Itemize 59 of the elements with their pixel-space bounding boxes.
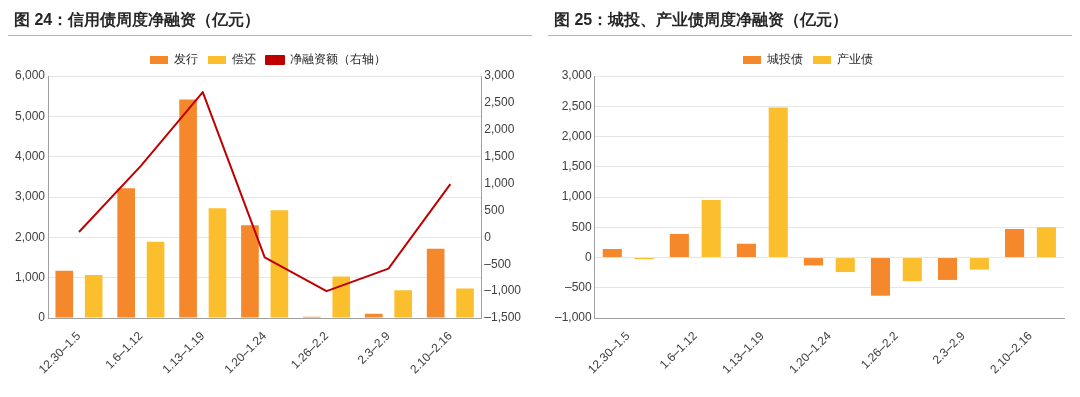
- legend-label: 发行: [174, 52, 198, 67]
- bar: [1005, 229, 1025, 258]
- bar: [736, 243, 756, 258]
- y-tick-label: 0: [585, 249, 593, 264]
- y2-tick-label: –500: [484, 256, 512, 271]
- bar: [84, 274, 103, 318]
- legend-label: 净融资额（右轴）: [290, 52, 386, 67]
- bar: [426, 248, 445, 318]
- legend-label: 偿还: [232, 52, 256, 67]
- y-tick-label: 1,000: [561, 189, 593, 204]
- y-tick-label: –500: [565, 280, 593, 295]
- chart-title: 图 25：城投、产业债周度净融资（亿元）: [548, 8, 1072, 36]
- bar: [969, 258, 989, 270]
- bar: [208, 208, 227, 318]
- y-tick-label: 3,000: [561, 68, 593, 83]
- y2-tick-label: 3,000: [484, 68, 515, 83]
- bar: [669, 233, 689, 258]
- bar: [701, 200, 721, 258]
- bar: [332, 276, 351, 318]
- bar: [768, 107, 788, 258]
- y2-tick-label: –1,000: [484, 283, 522, 298]
- bar: [937, 258, 958, 280]
- bar: [117, 188, 135, 318]
- y2-tick-label: 0: [484, 229, 492, 244]
- y-tick-label: 2,000: [561, 128, 593, 143]
- bar: [1036, 227, 1056, 258]
- y-tick-label: 5,000: [15, 108, 46, 123]
- y-tick-label: 2,000: [15, 229, 46, 244]
- y-tick-label: 500: [571, 219, 593, 234]
- bar: [364, 313, 383, 318]
- bar: [270, 210, 289, 318]
- bar: [146, 241, 165, 318]
- bar: [55, 270, 74, 318]
- legend-label: 城投债: [766, 52, 803, 67]
- y2-tick-label: 2,000: [484, 122, 515, 137]
- bar: [179, 99, 197, 318]
- y-tick-label: 3,000: [15, 189, 46, 204]
- bar: [803, 258, 823, 266]
- y2-tick-label: –1,500: [484, 310, 522, 325]
- legend-label: 产业债: [837, 52, 873, 67]
- bar: [602, 249, 622, 258]
- y-tick-label: 6,000: [15, 68, 46, 83]
- y2-tick-label: 500: [484, 202, 505, 217]
- bar: [241, 225, 259, 318]
- bar: [902, 258, 922, 282]
- y-tick-label: 1,500: [561, 159, 593, 174]
- bar: [394, 290, 412, 318]
- y2-tick-label: 2,500: [484, 95, 515, 110]
- bar: [456, 288, 474, 318]
- bar: [870, 258, 891, 296]
- y2-tick-label: 1,000: [484, 175, 515, 190]
- chart-title: 图 24：信用债周度净融资（亿元）: [8, 8, 532, 36]
- bar: [835, 258, 855, 273]
- y-tick-label: 1,000: [15, 270, 46, 285]
- y-tick-label: 0: [38, 310, 46, 325]
- y-tick-label: 2,500: [561, 98, 593, 113]
- y-tick-label: 4,000: [15, 149, 46, 163]
- y-tick-label: –1,000: [555, 310, 593, 325]
- y2-tick-label: 1,500: [484, 149, 515, 163]
